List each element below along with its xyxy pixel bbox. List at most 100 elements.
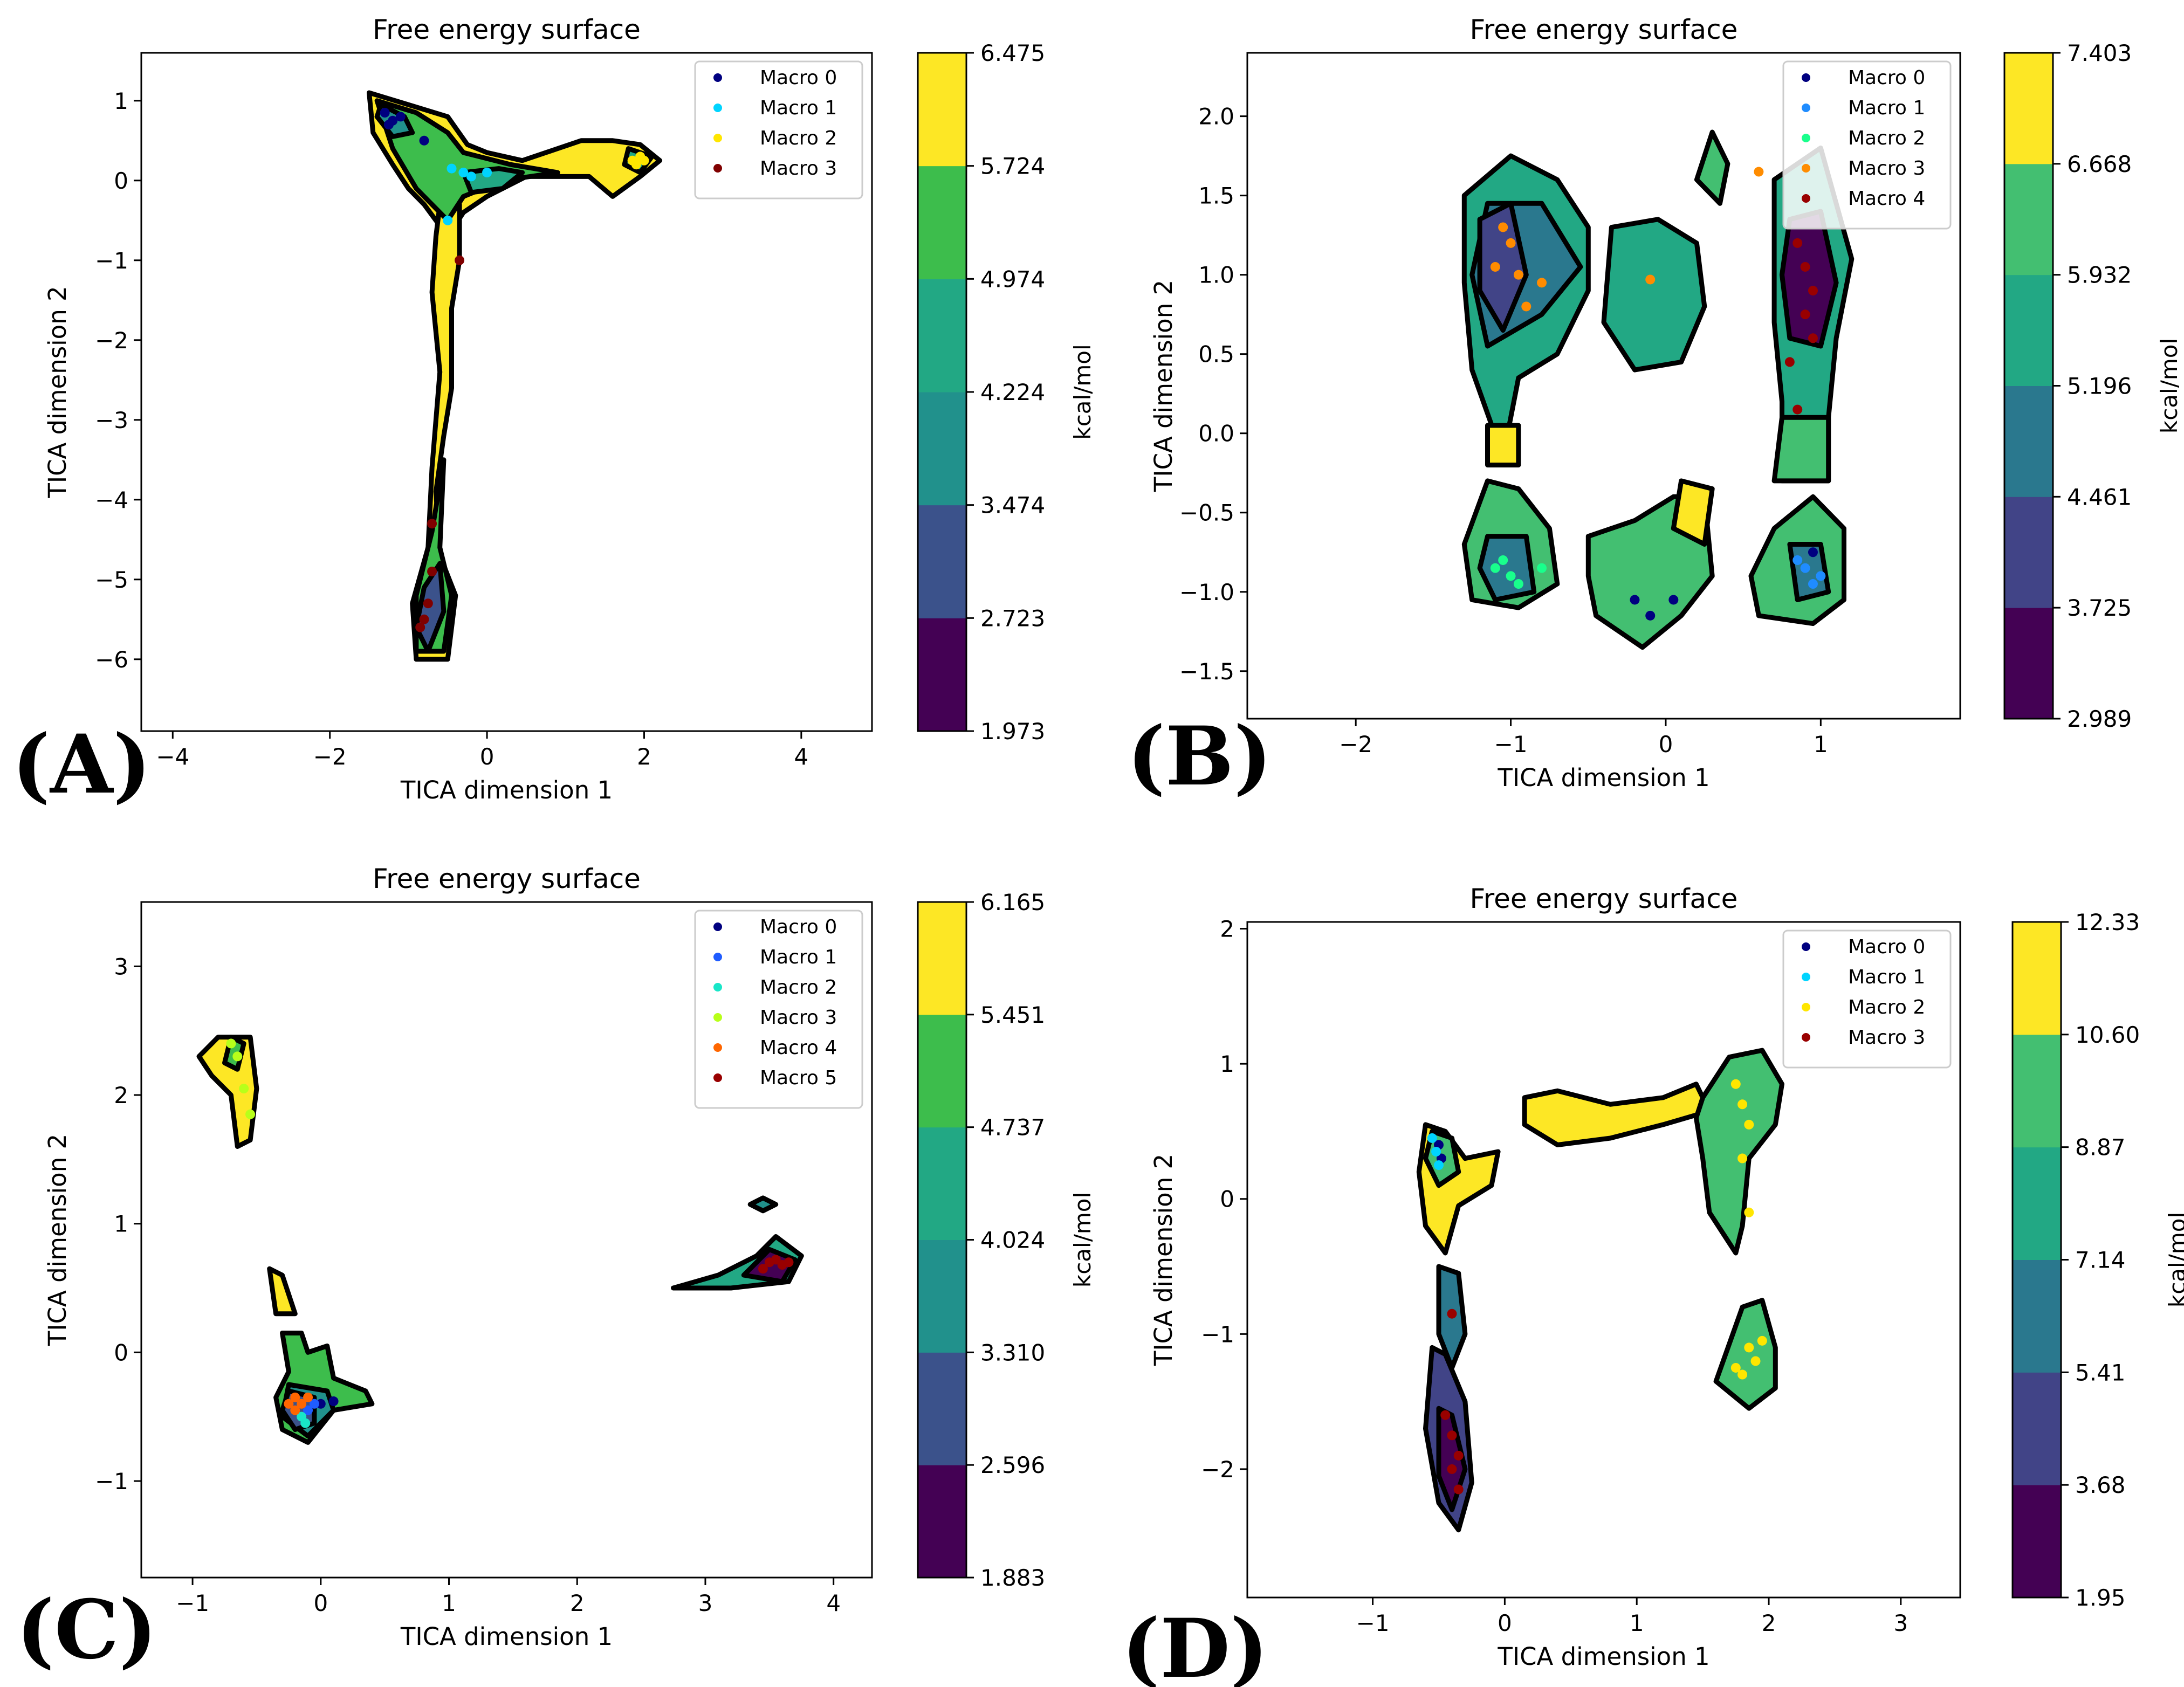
legend-marker — [1802, 1003, 1810, 1011]
colorbar-tick-label: 6.475 — [980, 40, 1045, 66]
x-tick-label: 1 — [1814, 731, 1828, 758]
macro-point — [1490, 261, 1500, 272]
panel-d: −1 0 1 2 3 −2 −1 0 1 2 Free energy surface TICA dim… — [1122, 883, 2184, 1687]
legend-label: Macro 0 — [1848, 936, 1925, 958]
legend-label: Macro 3 — [1848, 1027, 1925, 1049]
y-tick-label: −3 — [95, 407, 128, 433]
x-tick-label: 1 — [442, 1590, 456, 1616]
colorbar-tick-label: 1.883 — [980, 1565, 1045, 1591]
colorbar-band — [918, 1352, 966, 1465]
x-tick-label: −1 — [176, 1590, 209, 1616]
macro-point — [232, 1051, 243, 1062]
contour-regions — [196, 1035, 804, 1445]
macro-point — [1431, 1147, 1441, 1157]
macro-point — [300, 1418, 311, 1428]
axes-frame — [1246, 52, 1961, 720]
macro-point — [1744, 1207, 1754, 1217]
colorbar-band — [2004, 53, 2053, 164]
legend-marker — [1802, 942, 1810, 951]
legend-label: Macro 1 — [760, 97, 837, 119]
contour-region — [267, 1266, 298, 1317]
macro-point — [1447, 1430, 1457, 1441]
macro-point — [290, 1392, 300, 1402]
y-tick-label: 0 — [114, 168, 128, 194]
macro-point — [239, 1084, 249, 1094]
chart-title: Free energy surface — [373, 14, 641, 45]
colorbar-tick-label: 8.87 — [2075, 1134, 2126, 1161]
legend: Macro 0 Macro 1 Macro 2 Macro 3 Macro 4 Macro… — [694, 910, 863, 1109]
macro-point — [1537, 278, 1547, 288]
legend-label: Macro 0 — [760, 67, 837, 89]
x-tick-label: 2 — [570, 1590, 585, 1616]
legend: Macro 0 Macro 1 Macro 2 Macro 3 — [694, 60, 863, 199]
colorbar-band — [918, 392, 966, 506]
legend-label: Macro 3 — [1848, 157, 1925, 180]
macro-point — [1730, 1362, 1741, 1373]
legend-marker — [713, 164, 722, 173]
macro-point — [1433, 1160, 1444, 1170]
legend-box — [694, 60, 863, 199]
colorbar-tick-label: 10.60 — [2075, 1022, 2140, 1048]
macro-point — [1754, 167, 1764, 177]
macro-point — [1668, 595, 1679, 605]
macro-point — [1447, 1309, 1457, 1319]
axes-frame — [140, 901, 873, 1579]
colorbar-band — [918, 166, 966, 279]
colorbar-tick-label: 1.95 — [2075, 1585, 2126, 1611]
colorbar: 1.883 2.596 3.310 4.024 4.737 5.451 6.165 kcal/… — [917, 889, 1096, 1591]
colorbar-band — [2004, 163, 2053, 276]
legend-marker — [713, 104, 722, 112]
colorbar-tick-label: 3.725 — [2067, 595, 2132, 621]
macro-point — [1506, 571, 1516, 581]
colorbar-tick-label: 7.14 — [2075, 1247, 2126, 1273]
macro-point — [631, 160, 641, 170]
macro-point — [415, 622, 425, 632]
panel-letter: (C) — [16, 1582, 157, 1677]
chart-title: Free energy surface — [1470, 14, 1738, 45]
contour-regions — [367, 90, 663, 662]
macro-point — [1808, 286, 1818, 296]
y-tick-label: −1.5 — [1179, 658, 1234, 685]
macro-point — [482, 168, 492, 177]
panel-a: −4 −2 0 2 4 −6 −5 −4 −3 −2 −1 0 1 Free energy surface… — [12, 14, 1096, 812]
macro-point — [447, 163, 457, 174]
macro-point — [1513, 579, 1523, 589]
colorbar-band — [2013, 1034, 2061, 1148]
colorbar-tick-label: 5.196 — [2067, 373, 2132, 400]
y-axis-label: TICA dimension 2 — [43, 1134, 72, 1346]
macro-point — [1757, 1335, 1767, 1346]
macro-point — [1792, 555, 1803, 565]
legend-label: Macro 4 — [1848, 188, 1925, 210]
colorbar-tick-label: 4.024 — [980, 1227, 1045, 1254]
colorbar-band — [918, 1014, 966, 1128]
macro-point — [1744, 1119, 1754, 1130]
y-tick-label: −5 — [95, 567, 128, 593]
legend-marker — [713, 922, 722, 931]
macro-point — [1537, 563, 1547, 573]
macro-point — [419, 614, 429, 624]
colorbar-label: kcal/mol — [2164, 1212, 2184, 1307]
colorbar-band — [2013, 922, 2061, 1035]
colorbar-band — [918, 1240, 966, 1353]
macro-point — [1645, 610, 1656, 621]
macro-point — [1737, 1099, 1748, 1110]
legend-label: Macro 2 — [1848, 127, 1925, 149]
colorbar-band — [2013, 1485, 2061, 1598]
legend-label: Macro 2 — [760, 127, 837, 149]
macro-point — [297, 1399, 307, 1409]
y-tick-label: −1 — [1201, 1321, 1234, 1347]
legend-box — [1782, 60, 1952, 230]
macro-point — [1750, 1356, 1761, 1366]
legend-label: Macro 1 — [760, 946, 837, 968]
legend-label: Macro 1 — [1848, 97, 1925, 119]
colorbar-tick-label: 6.165 — [980, 889, 1045, 915]
colorbar-label: kcal/mol — [1069, 1192, 1096, 1287]
legend-box — [1782, 929, 1952, 1069]
panel-c: −1 0 1 2 3 4 −1 0 1 2 3 Free energy surface TICA dim… — [16, 863, 1096, 1677]
macro-point — [427, 567, 437, 576]
contour-region — [1671, 478, 1715, 547]
y-tick-label: 1 — [114, 1211, 128, 1237]
macro-point — [380, 108, 390, 118]
macro-point — [1440, 1410, 1451, 1420]
